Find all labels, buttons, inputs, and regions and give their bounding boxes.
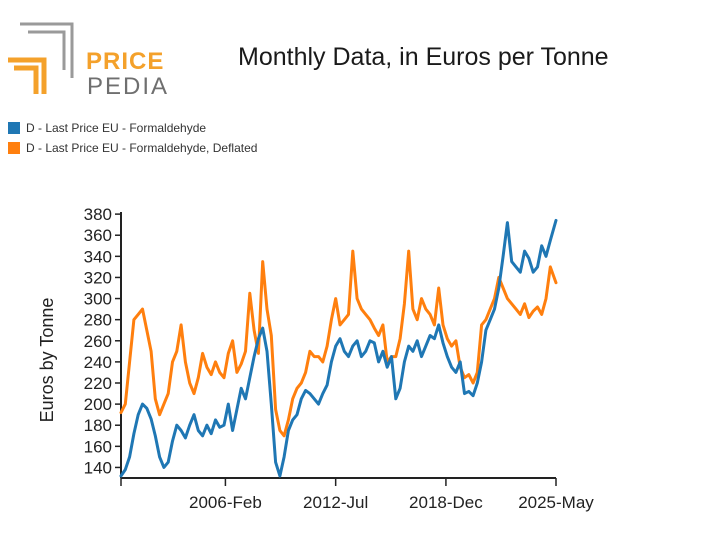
y-tick-label: 160	[84, 437, 112, 456]
x-tick-label: 2012-Jul	[303, 493, 368, 512]
logo-mark	[8, 22, 74, 94]
y-tick-label: 220	[84, 374, 112, 393]
logo-word-price: PRICE	[86, 48, 165, 75]
legend-item-formaldehyde-deflated[interactable]: D - Last Price EU - Formaldehyde, Deflat…	[8, 138, 257, 158]
logo-grey-bracket-outer	[20, 22, 74, 78]
logo-orange-bracket-inner	[14, 65, 39, 94]
series-line-formaldehyde[interactable]	[119, 218, 558, 478]
y-axis-title: Euros by Tonne	[37, 298, 57, 423]
legend-item-formaldehyde[interactable]: D - Last Price EU - Formaldehyde	[8, 118, 257, 138]
y-tick-label: 380	[84, 205, 112, 224]
x-ticks: 2006-Feb 2012-Jul 2018-Dec 2025-May	[120, 478, 594, 512]
logo-word-pedia: PEDIA	[87, 73, 170, 100]
y-tick-label: 360	[84, 226, 112, 245]
legend-label-formaldehyde-deflated: D - Last Price EU - Formaldehyde, Deflat…	[26, 141, 258, 155]
legend-swatch-blue	[8, 122, 20, 134]
y-tick-label: 240	[84, 353, 112, 372]
legend-label-formaldehyde: D - Last Price EU - Formaldehyde	[26, 121, 207, 135]
y-ticks: 140 160 180 200 220 240 260 280 300 320 340 360 380	[84, 205, 121, 477]
y-tick-label: 180	[84, 416, 112, 435]
y-tick-label: 320	[84, 268, 112, 287]
y-tick-label: 280	[84, 311, 112, 330]
y-tick-label: 340	[84, 247, 112, 266]
y-tick-label: 260	[84, 332, 112, 351]
y-tick-label: 300	[84, 290, 112, 309]
chart-legend: D - Last Price EU - Formaldehyde D - Las…	[8, 118, 257, 158]
y-tick-label: 140	[84, 458, 112, 477]
logo-grey-bracket-inner	[28, 30, 66, 70]
y-tick-label: 200	[84, 395, 112, 414]
series-lines	[119, 218, 558, 478]
x-tick-label: 2018-Dec	[409, 493, 483, 512]
series-line-formaldehyde-deflated[interactable]	[119, 249, 558, 438]
legend-swatch-orange	[8, 142, 20, 154]
x-tick-label: 2025-May	[518, 493, 594, 512]
pricepedia-logo: PRICE PEDIA	[8, 22, 168, 100]
chart-title: Monthly Data, in Euros per Tonne	[238, 43, 609, 71]
logo-orange-bracket-outer	[8, 57, 47, 94]
x-tick-label: 2006-Feb	[189, 493, 262, 512]
